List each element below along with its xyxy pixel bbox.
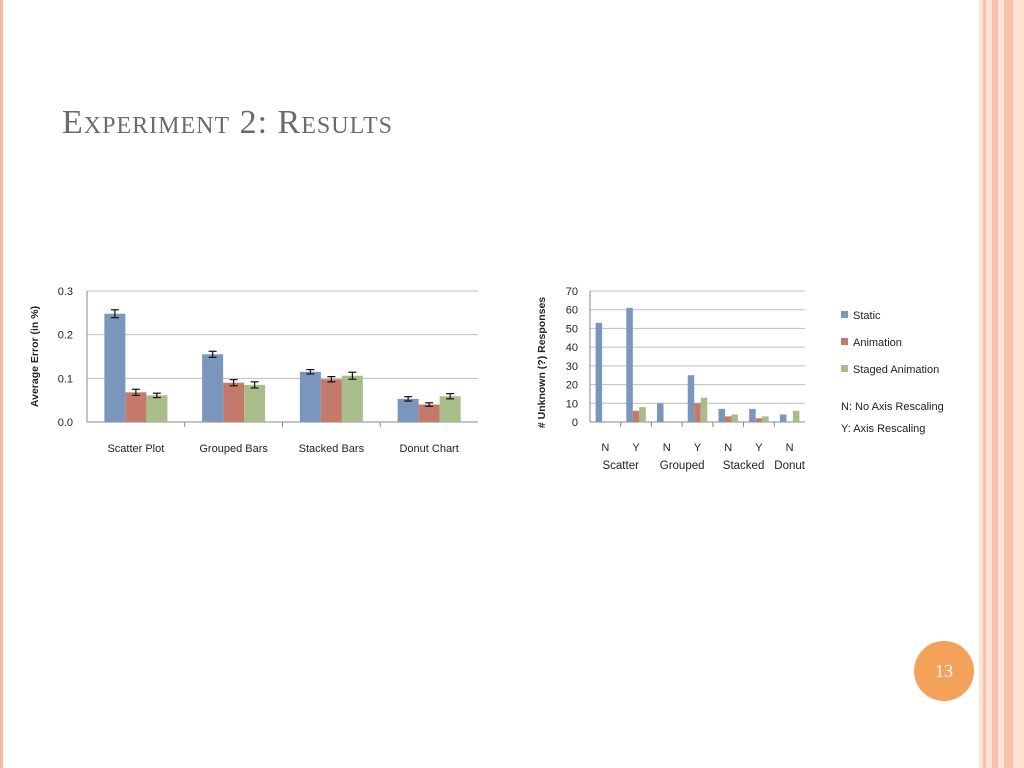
- y-tick-label: 0.2: [58, 330, 73, 342]
- y-tick-label: 10: [566, 398, 578, 410]
- average-error-chart: 0.0 0.1 0.2 0.3 Average Error (in %) Scatter …: [29, 286, 478, 455]
- bar: [639, 407, 646, 422]
- bar: [731, 414, 738, 422]
- slide-title: Experiment 2: Results: [62, 104, 394, 141]
- y-axis-label: Average Error (in %): [29, 306, 41, 407]
- slide-right-stripe: [979, 0, 1024, 768]
- x-tick-label: Y: [694, 442, 702, 454]
- bar: [632, 410, 640, 422]
- bar: [397, 398, 419, 422]
- y-tick-label: 30: [566, 361, 578, 373]
- bar: [223, 382, 245, 422]
- slide-right-stripe: [992, 0, 998, 768]
- x-tick-label: Stacked Bars: [299, 443, 365, 455]
- bar: [320, 379, 342, 422]
- bar: [418, 404, 440, 422]
- x-group-label: Donut: [774, 460, 805, 472]
- legend-swatch: [841, 311, 848, 318]
- x-tick-label: Y: [755, 442, 763, 454]
- bar: [439, 396, 461, 422]
- bar: [202, 354, 224, 422]
- bar: [718, 408, 725, 422]
- x-group-label: Stacked: [723, 460, 765, 472]
- y-tick-label: 40: [566, 342, 578, 354]
- bar: [104, 313, 126, 422]
- bar: [749, 408, 756, 422]
- y-tick-label: 0.0: [58, 417, 73, 429]
- slide-left-border: [0, 0, 3, 768]
- bar: [694, 403, 701, 422]
- x-tick-label: N: [663, 442, 671, 454]
- bar: [341, 375, 363, 422]
- unknown-responses-chart: 0 10 20 30 40 50 60 70 # Unknown (?) Responses N Y…: [536, 286, 944, 472]
- x-tick-label: N: [601, 442, 609, 454]
- legend-swatch: [841, 365, 848, 372]
- slide-right-stripe: [983, 0, 986, 768]
- legend-note: N: No Axis Rescaling: [841, 401, 944, 413]
- page-number-badge: 13: [914, 641, 974, 701]
- bar: [657, 403, 664, 422]
- y-tick-label: 0: [572, 417, 578, 429]
- bar: [762, 416, 769, 422]
- legend-swatch: [841, 338, 848, 345]
- bar: [779, 414, 787, 422]
- bar: [595, 322, 603, 422]
- bar: [626, 307, 633, 422]
- slide-right-stripe: [1004, 0, 1013, 768]
- x-tick-label: Y: [632, 442, 640, 454]
- bar: [125, 392, 147, 422]
- bar: [687, 375, 695, 422]
- y-tick-label: 50: [566, 323, 578, 335]
- legend-note: Y: Axis Rescaling: [841, 423, 925, 435]
- y-tick-label: 0.1: [58, 373, 73, 385]
- bar: [146, 395, 168, 422]
- x-tick-label: Scatter Plot: [107, 443, 164, 455]
- x-tick-label: N: [786, 442, 794, 454]
- y-tick-label: 60: [566, 305, 578, 317]
- bar: [700, 397, 708, 422]
- bar: [724, 416, 732, 422]
- y-tick-label: 0.3: [58, 286, 73, 298]
- y-tick-label: 20: [566, 380, 578, 392]
- legend-label: Animation: [853, 337, 902, 349]
- legend-label: Staged Animation: [853, 364, 939, 376]
- x-tick-label: Grouped Bars: [199, 443, 268, 455]
- x-group-label: Grouped: [660, 460, 705, 472]
- bar: [755, 418, 763, 422]
- bar: [299, 371, 321, 422]
- x-tick-label: N: [724, 442, 732, 454]
- x-tick-label: Donut Chart: [399, 443, 458, 455]
- legend-label: Static: [853, 310, 881, 322]
- bar: [244, 384, 266, 422]
- x-group-label: Scatter: [602, 460, 639, 472]
- y-tick-label: 70: [566, 286, 578, 298]
- bar: [792, 410, 800, 422]
- y-axis-label: # Unknown (?) Responses: [536, 297, 548, 428]
